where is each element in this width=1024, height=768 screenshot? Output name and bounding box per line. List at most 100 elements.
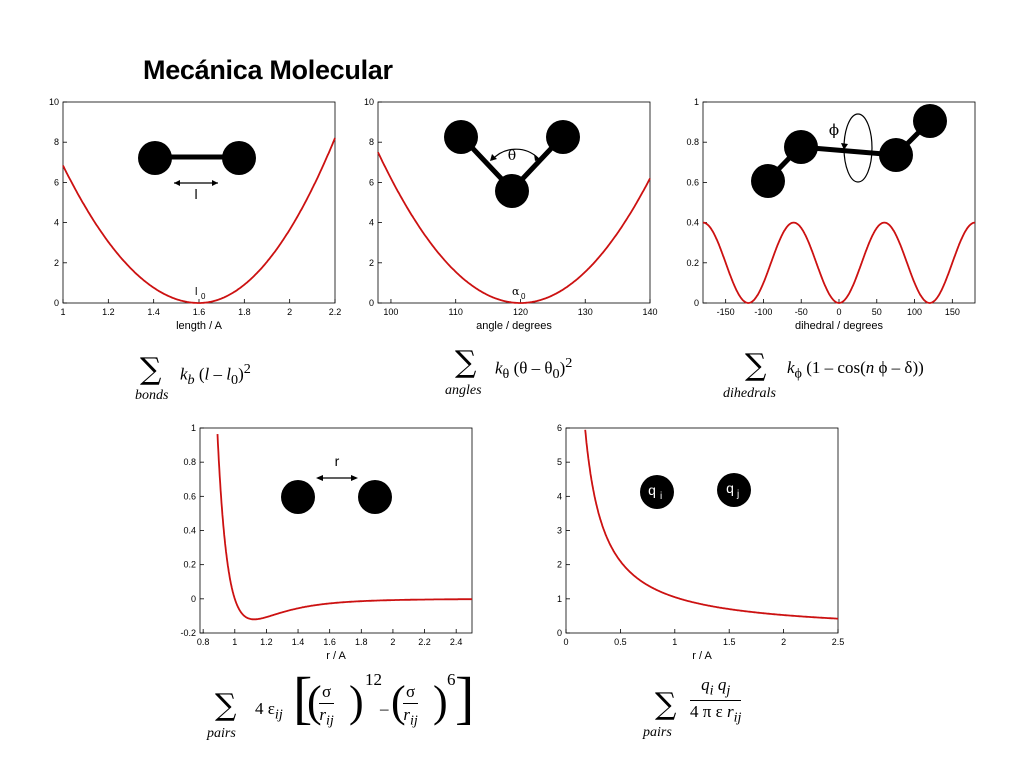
angles-xtick-label: 120 [513, 307, 528, 317]
bonds-xtick-label: 1 [60, 307, 65, 317]
sum-symbol: ∑ [655, 687, 677, 722]
lj-xlabel: r / A [326, 650, 346, 662]
dihedrals-xtick-label: 0 [836, 307, 841, 317]
dihedrals-ytick-label: 1 [694, 97, 699, 107]
bonds-frame [62, 101, 336, 304]
lj-chart: 0.8 1 1.2 1.4 1.6 1.8 2 2.2 2.4 -0.2 0 0.2 0.4 0.6 0.8… [180, 423, 473, 662]
dihedrals-xtick-label: 50 [872, 307, 882, 317]
lj-ytick-label: 0.2 [183, 560, 196, 570]
charge-i-sub: i [660, 491, 662, 502]
angles-ytick-label: 10 [364, 97, 374, 107]
min-label-sub: 0 [201, 292, 206, 301]
sum-symbol: ∑ [140, 352, 162, 387]
bonds-formula: ∑ kb (l – l0)2 bonds [135, 352, 290, 403]
coulomb-ytick-label: 6 [557, 423, 562, 433]
charge-i-label: q [648, 482, 656, 498]
coulomb-ytick-label: 4 [557, 491, 562, 501]
coulomb-formula: ∑ pairs qi qj 4 π ε rij [643, 672, 795, 747]
angles-xtick-label: 130 [578, 307, 593, 317]
angles-sum-label: angles [445, 383, 482, 398]
bonds-xtick-label: 2 [287, 307, 292, 317]
lj-ytick-label: -0.2 [180, 628, 196, 638]
lj-xtick-label: 0.8 [197, 637, 210, 647]
lj-ytick-label: 0.6 [183, 491, 196, 501]
atom-circle [281, 480, 315, 514]
atom-circle [913, 104, 947, 138]
coulomb-ytick-label: 3 [557, 526, 562, 536]
lj-formula: ∑ pairs 4 εij [ ( σ rij ) 12 – ( σ rij ) 6… [207, 665, 475, 742]
lj-sum-label: pairs [207, 726, 236, 741]
coulomb-xtick-label: 2.5 [832, 637, 845, 647]
angles-xtick-label: 110 [449, 307, 463, 317]
angles-ytick-label: 6 [369, 177, 374, 187]
angles-ytick-label: 0 [369, 298, 374, 308]
sum-symbol: ∑ [745, 348, 767, 383]
dihedrals-ytick-label: 0.6 [686, 177, 699, 187]
atom-circle [751, 164, 785, 198]
coulomb-ytick-label: 1 [557, 594, 562, 604]
lj-xtick-label: 1.4 [292, 637, 305, 647]
sum-symbol: ∑ [215, 688, 237, 723]
coulomb-ytick-label: 5 [557, 457, 562, 467]
atom-circle [444, 120, 478, 154]
charge-i-circle [640, 475, 674, 509]
charge-j-circle [717, 473, 751, 507]
coulomb-frame [565, 427, 839, 634]
coulomb-ytick-label: 2 [557, 560, 562, 570]
atom-circle [546, 120, 580, 154]
coulomb-xtick-label: 0.5 [614, 637, 627, 647]
lj-ytick-label: 0.4 [183, 526, 196, 536]
dihedrals-sum-label: dihedrals [723, 386, 776, 401]
lj-ytick-label: 0 [191, 594, 196, 604]
bonds-xtick-label: 1.4 [147, 307, 160, 317]
arrow-head [841, 143, 848, 150]
angles-ytick-label: 2 [369, 258, 374, 268]
coulomb-xlabel: r / A [692, 650, 712, 662]
lj-xtick-label: 1.8 [355, 637, 368, 647]
lj-xtick-label: 2.4 [450, 637, 463, 647]
lj-xtick-label: 1 [232, 637, 237, 647]
atom-circle [784, 130, 818, 164]
bonds-xtick-label: 2.2 [329, 307, 342, 317]
dihedrals-xlabel: dihedral / degrees [795, 320, 884, 332]
lj-xtick-label: 1.2 [260, 637, 273, 647]
angles-xtick-label: 140 [642, 307, 657, 317]
dihedrals-xtick-label: -150 [717, 307, 735, 317]
bonds-xlabel: length / A [176, 320, 223, 332]
dihedrals-term: kϕ (1 – cos(n ϕ – δ)) [787, 358, 924, 382]
angle-label: θ [508, 148, 516, 164]
dihedrals-xtick-label: -100 [754, 307, 772, 317]
coulomb-series-line [584, 429, 838, 620]
coulomb-xtick-label: 2 [781, 637, 786, 647]
rotation-ellipse [843, 113, 873, 183]
bonds-ytick-label: 0 [54, 298, 59, 308]
length-label: l [194, 186, 197, 202]
lj-xtick-label: 2 [390, 637, 395, 647]
coulomb-xtick-label: 1 [672, 637, 677, 647]
bonds-ytick-label: 10 [49, 97, 59, 107]
page-title: Mecánica Molecular [143, 55, 393, 85]
bonds-series-line [62, 137, 336, 304]
angles-term: kθ (θ – θ0)2 [495, 355, 573, 383]
dihedrals-ytick-label: 0 [694, 298, 699, 308]
atom-circle [222, 141, 256, 175]
arrow-heads [490, 154, 540, 161]
charge-j-sub: j [736, 489, 739, 500]
angles-ytick-label: 4 [369, 218, 374, 228]
dihedrals-xtick-label: -50 [795, 307, 808, 317]
min-label: l [195, 286, 197, 298]
coulomb-ytick-label: 0 [557, 628, 562, 638]
coulomb-term: qi qj 4 π ε rij [690, 675, 742, 726]
dihedrals-ytick-label: 0.4 [686, 218, 699, 228]
dihedrals-chart: -150 -100 -50 0 50 100 150 0 0.2 0.4 0.6 0.8 1 dihedr… [686, 97, 976, 332]
lj-xtick-label: 2.2 [418, 637, 431, 647]
coulomb-xtick-label: 0 [563, 637, 568, 647]
dihedrals-ytick-label: 0.2 [686, 258, 699, 268]
min-label: α [512, 285, 520, 298]
atom-circle [138, 141, 172, 175]
charge-j-label: q [726, 480, 734, 496]
sum-symbol: ∑ [455, 345, 477, 380]
